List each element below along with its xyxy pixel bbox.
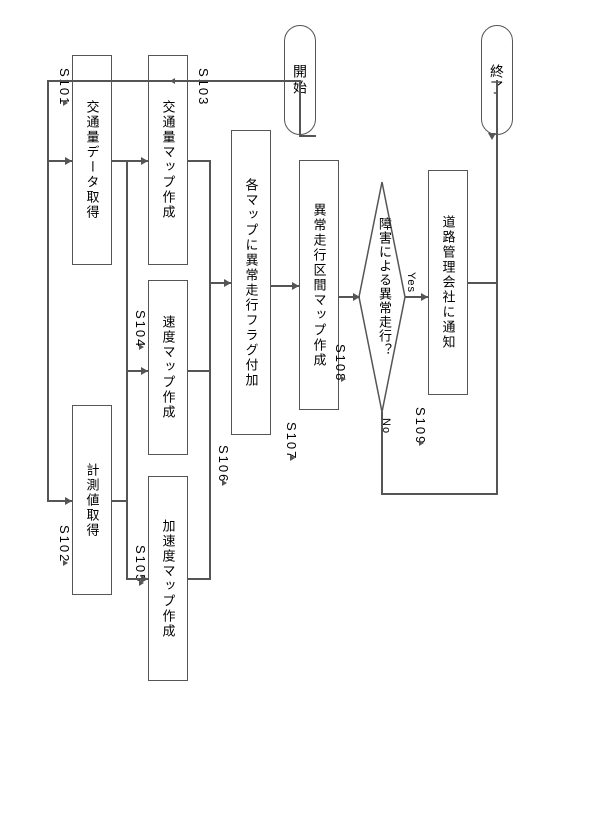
arrow-s102 [65, 497, 72, 505]
arrow-s103 [141, 157, 148, 165]
process-s101: 交通量データ取得 [72, 55, 112, 265]
decision-yes-label: Yes [405, 272, 417, 293]
arrow-end [488, 133, 496, 140]
process-s106-label: 各マップに異常走行フラグ付加 [242, 178, 261, 388]
step-label-s104: S104 [133, 310, 148, 348]
process-s106: 各マップに異常走行フラグ付加 [231, 130, 271, 435]
decision-s108-label: 障害による異常走行？ [375, 217, 394, 357]
arrow-s105 [141, 575, 148, 583]
tick-s104 [139, 344, 144, 350]
process-s102-label: 計測値取得 [83, 463, 102, 538]
edge-start-out [299, 135, 316, 137]
process-s105-label: 加速度マップ作成 [159, 519, 178, 639]
edge-s101-out-v [126, 160, 128, 370]
edge-s101-out-h [112, 160, 127, 162]
arrow-s101 [65, 157, 72, 165]
process-s104-label: 速度マップ作成 [159, 315, 178, 420]
edge-into-end-h [496, 80, 498, 135]
tick-s107 [290, 455, 295, 461]
edge-s102-out-v [126, 370, 128, 580]
edge-start-out2 [47, 80, 49, 500]
edge-s105-out [188, 578, 210, 580]
edge-s102-out-h [112, 500, 127, 502]
edge-s108-no-h [381, 493, 498, 495]
process-s103-label: 交通量マップ作成 [159, 100, 178, 220]
edge-s103-out [188, 160, 210, 162]
tick-s101 [63, 100, 68, 106]
edge-s104-out [188, 370, 210, 372]
edge-merge-v [209, 160, 211, 580]
step-label-s102: S102 [57, 525, 72, 563]
process-s107-label: 異常走行区間マップ作成 [310, 203, 329, 368]
edge-start-down [299, 80, 301, 136]
process-s102: 計測値取得 [72, 405, 112, 595]
process-s105: 加速度マップ作成 [148, 476, 188, 681]
process-s104: 速度マップ作成 [148, 280, 188, 455]
arrow-s106 [224, 279, 231, 287]
tick-s102 [63, 560, 68, 566]
tick-s108 [341, 376, 346, 382]
step-label-s106: S106 [216, 445, 231, 483]
edge-start-line [47, 80, 300, 82]
arrow-s107 [292, 282, 299, 290]
tick-s106 [222, 480, 227, 486]
arrow-s104 [141, 367, 148, 375]
tick-s109 [419, 440, 424, 446]
step-label-s103: S103 [196, 68, 211, 106]
edge-end-v [496, 135, 498, 495]
arrow-s109 [421, 293, 428, 301]
process-s101-label: 交通量データ取得 [83, 100, 102, 220]
edge-s109-end [468, 282, 497, 284]
process-s109: 道路管理会社に通知 [428, 170, 468, 395]
arrow-s108 [353, 293, 360, 301]
process-s109-label: 道路管理会社に通知 [439, 215, 458, 350]
edge-s108-no-v1 [381, 412, 383, 494]
process-s103: 交通量マップ作成 [148, 55, 188, 265]
